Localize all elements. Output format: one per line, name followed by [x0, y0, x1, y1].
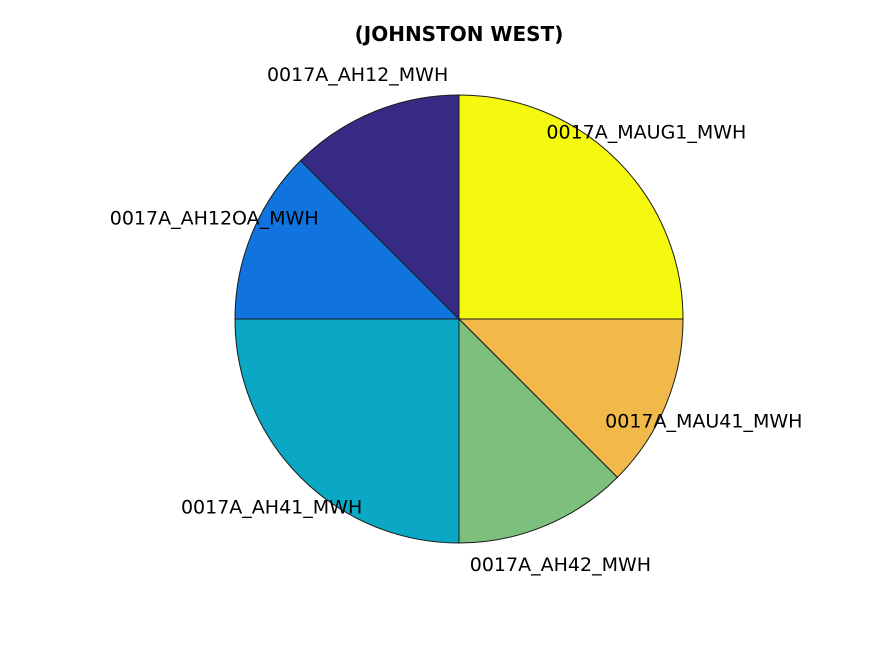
pie-slice: [457, 318, 684, 479]
slice-label: 0017A_AH12OA_MWH: [110, 208, 319, 230]
pie-slice: [458, 317, 619, 544]
pie-slice: [299, 94, 460, 321]
slice-label: 0017A_AH42_MWH: [470, 554, 651, 576]
pie-slices: [234, 94, 684, 544]
pie-labels: 0017A_MAUG1_MWH 0017A_MAU41_MWH 0017A_AH42…: [110, 64, 803, 576]
slice-label: 0017A_AH12_MWH: [267, 64, 448, 86]
pie-slice: [458, 94, 684, 320]
pie-slice: [234, 318, 460, 544]
pie-slice: [234, 159, 461, 320]
slice-label: 0017A_MAU41_MWH: [605, 410, 802, 432]
slice-label: 0017A_MAUG1_MWH: [546, 122, 746, 144]
chart-title: (JOHNSTON WEST): [355, 22, 564, 46]
slice-label: 0017A_AH41_MWH: [181, 496, 362, 518]
